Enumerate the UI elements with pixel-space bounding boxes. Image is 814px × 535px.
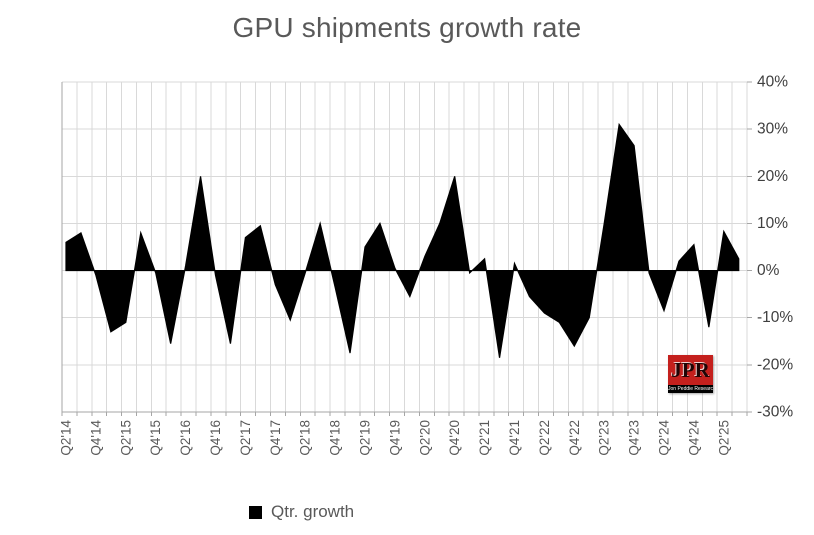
x-axis-label: Q4'20 — [447, 420, 462, 456]
x-axis-label: Q2'21 — [477, 420, 492, 456]
x-axis-label: Q2'24 — [657, 420, 672, 456]
y-axis-label: 0% — [757, 262, 780, 279]
legend: Qtr. growth — [249, 502, 354, 522]
chart-title: GPU shipments growth rate — [232, 12, 582, 43]
x-axis-label: Q4'23 — [627, 420, 642, 456]
y-axis-label: -30% — [757, 404, 793, 421]
x-axis-label: Q2'19 — [358, 420, 373, 456]
x-axis-label: Q2'15 — [118, 420, 133, 456]
y-axis-label: 30% — [757, 121, 788, 138]
x-axis-label: Q4'14 — [88, 420, 103, 456]
jpr-logo: JPR Jon Peddie Research — [668, 355, 713, 393]
y-axis-label: 20% — [757, 168, 788, 185]
x-axis-label: Q2'23 — [597, 420, 612, 456]
x-axis-label: Q4'22 — [567, 420, 582, 456]
x-axis-label: Q2'20 — [417, 420, 432, 456]
x-axis-label: Q4'16 — [208, 420, 223, 456]
x-axis-label: Q4'24 — [686, 420, 701, 456]
legend-series-label: Qtr. growth — [271, 502, 355, 521]
y-axis-label: -10% — [757, 309, 793, 326]
x-axis-label: Q4'17 — [268, 420, 283, 456]
x-axis-label: Q4'15 — [148, 420, 163, 456]
y-axis-label: 10% — [757, 215, 788, 232]
x-axis-label: Q2'14 — [59, 420, 74, 456]
x-axis-label: Q4'18 — [328, 420, 343, 456]
x-axis-label: Q2'25 — [716, 420, 731, 456]
y-axis-label: -20% — [757, 356, 793, 373]
x-axis-label: Q4'19 — [387, 420, 402, 456]
x-axis-label: Q2'18 — [298, 420, 313, 456]
x-axis-label: Q2'22 — [537, 420, 552, 456]
y-axis-label: 40% — [757, 74, 788, 91]
legend-series-marker — [249, 505, 262, 519]
x-axis-label: Q4'21 — [507, 420, 522, 456]
x-axis-label: Q2'17 — [238, 420, 253, 456]
jpr-logo-text: JPR — [668, 355, 713, 385]
qtr-growth-area-series — [65, 122, 740, 358]
x-axis-label: Q2'16 — [178, 420, 193, 456]
jpr-logo-subtext: Jon Peddie Research — [668, 385, 713, 393]
